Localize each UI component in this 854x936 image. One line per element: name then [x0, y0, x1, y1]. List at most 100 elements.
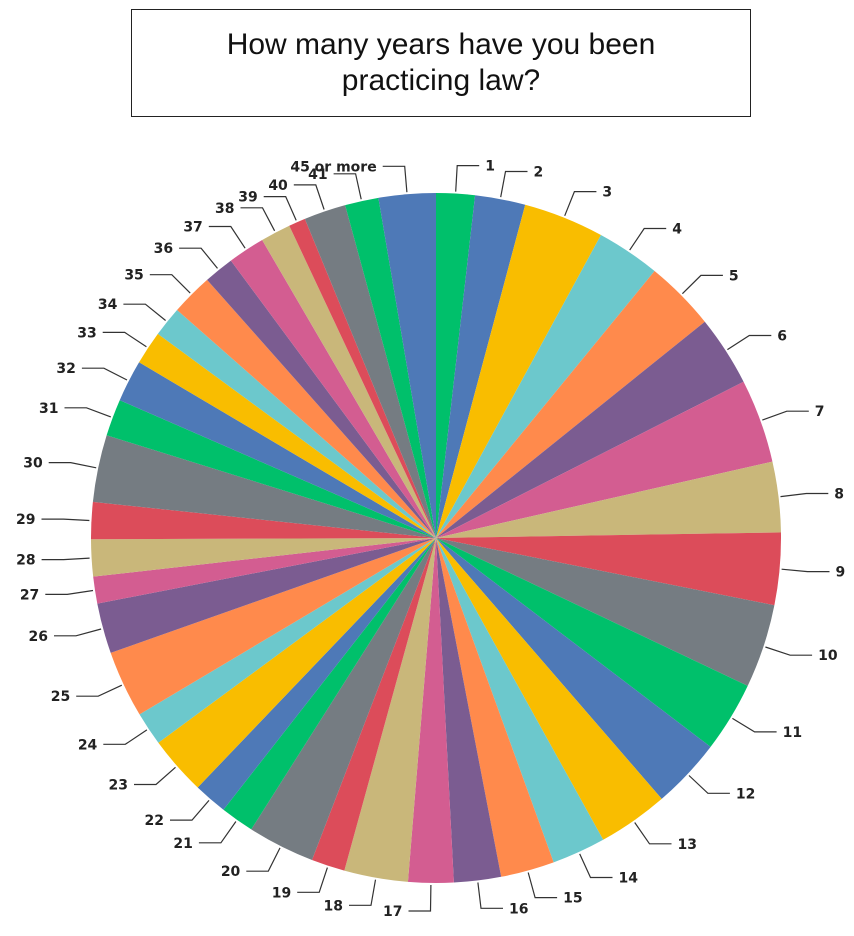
- slice-label: 41: [308, 167, 327, 183]
- pie-slice-6: [436, 321, 744, 538]
- leader-line: [263, 196, 297, 221]
- leader-line: [149, 274, 191, 294]
- slice-label: 27: [20, 587, 39, 603]
- pie-slice-4: [436, 234, 655, 539]
- pie-slice-31: [106, 400, 437, 538]
- leader-line: [455, 165, 480, 192]
- slice-labels: 1 234567891011121314151617181920212223242…: [16, 159, 845, 920]
- pie-slice-38: [262, 225, 436, 538]
- pie-slice-40: [304, 205, 436, 538]
- leader-line: [76, 684, 123, 697]
- leader-line: [240, 207, 276, 232]
- pie-slice-21: [223, 538, 436, 830]
- leader-line: [564, 191, 597, 217]
- pie-slice-11: [436, 538, 748, 747]
- slice-label: 29: [16, 512, 35, 528]
- slice-label: 13: [678, 837, 697, 853]
- leader-line: [500, 170, 528, 198]
- slice-label: 19: [272, 885, 291, 901]
- slice-label: 26: [29, 629, 48, 645]
- pie-slice-30: [92, 435, 437, 538]
- leader-line: [629, 227, 667, 251]
- slice-label: 2: [534, 165, 544, 181]
- pie-slice-8: [436, 461, 781, 538]
- slice-label: 25: [51, 689, 70, 705]
- slice-label: 7: [815, 404, 825, 420]
- slice-label: 15: [563, 891, 582, 907]
- pie-slice-35: [177, 279, 437, 538]
- leader-line: [81, 367, 128, 381]
- leader-line: [41, 518, 90, 522]
- pie-slice-5: [436, 271, 705, 538]
- slice-label: 32: [56, 361, 75, 377]
- slice-label: 1: [485, 159, 495, 175]
- chart-title: How many years have you been practicing …: [226, 28, 656, 97]
- slice-label: 14: [619, 871, 639, 887]
- chart-title-box: How many years have you been practicing …: [131, 9, 751, 117]
- leader-line: [54, 628, 102, 637]
- pie-slices: [90, 193, 782, 884]
- slice-label: 39: [238, 190, 257, 206]
- leader-line: [408, 884, 432, 912]
- slice-label: 18: [324, 898, 343, 914]
- pie-slice-19: [311, 538, 436, 871]
- pie-slice-20: [251, 538, 436, 860]
- slice-label: 6: [777, 329, 787, 345]
- slice-label: 24: [78, 737, 98, 753]
- slice-label: 36: [154, 241, 173, 257]
- slice-label: 16: [509, 901, 528, 917]
- leader-line: [781, 568, 830, 573]
- leader-line: [732, 717, 777, 733]
- slice-label: 35: [124, 268, 143, 284]
- leader-line: [246, 847, 281, 872]
- leader-line: [123, 303, 166, 321]
- pie-slice-36: [207, 260, 436, 538]
- slice-label: 45 or more: [290, 159, 376, 175]
- leader-line: [527, 872, 558, 899]
- pie-slice-26: [97, 538, 436, 653]
- slice-label: 10: [818, 648, 838, 664]
- leader-line: [103, 729, 148, 745]
- leader-line: [477, 882, 503, 909]
- pie-slice-13: [436, 538, 662, 840]
- leader-line: [293, 184, 325, 210]
- pie-slice-23: [158, 538, 436, 788]
- slice-label: 37: [183, 220, 202, 236]
- leader-line: [765, 646, 813, 656]
- slice-label: 21: [173, 836, 192, 852]
- slice-label: 3: [602, 185, 612, 201]
- pie-slice-32: [119, 362, 436, 538]
- slice-label: 5: [729, 268, 739, 284]
- leader-line: [727, 334, 772, 351]
- pie-slice-1: [436, 193, 476, 538]
- slice-label: 8: [834, 487, 844, 503]
- pie-slice-9: [436, 532, 782, 606]
- slice-label: 9: [836, 565, 846, 581]
- pie-slice-16: [436, 538, 502, 883]
- pie-slice-12: [436, 538, 711, 799]
- leader-line: [208, 225, 246, 249]
- slice-label: 23: [109, 778, 128, 794]
- label-leader-lines: [41, 165, 830, 912]
- leader-line: [688, 775, 730, 794]
- slice-label: 38: [215, 201, 234, 217]
- pie-slice-24: [139, 538, 436, 743]
- pie-slice-2: [436, 195, 526, 538]
- leader-line: [198, 821, 237, 844]
- leader-line: [48, 462, 97, 469]
- slice-label: 17: [383, 904, 402, 920]
- pie-slice-39: [289, 218, 436, 538]
- pie-slice-29: [90, 501, 437, 540]
- pie-slice-34: [157, 310, 436, 538]
- leader-line: [134, 766, 176, 786]
- pie-slice-7: [436, 381, 773, 538]
- slice-label: 22: [145, 813, 164, 829]
- slice-label: 30: [23, 456, 43, 472]
- leader-line: [634, 822, 672, 845]
- leader-line: [64, 407, 112, 418]
- pie-slice-25: [110, 538, 437, 715]
- slice-label: 40: [268, 178, 288, 194]
- leader-line: [179, 247, 218, 269]
- pie-slice-15: [436, 538, 554, 877]
